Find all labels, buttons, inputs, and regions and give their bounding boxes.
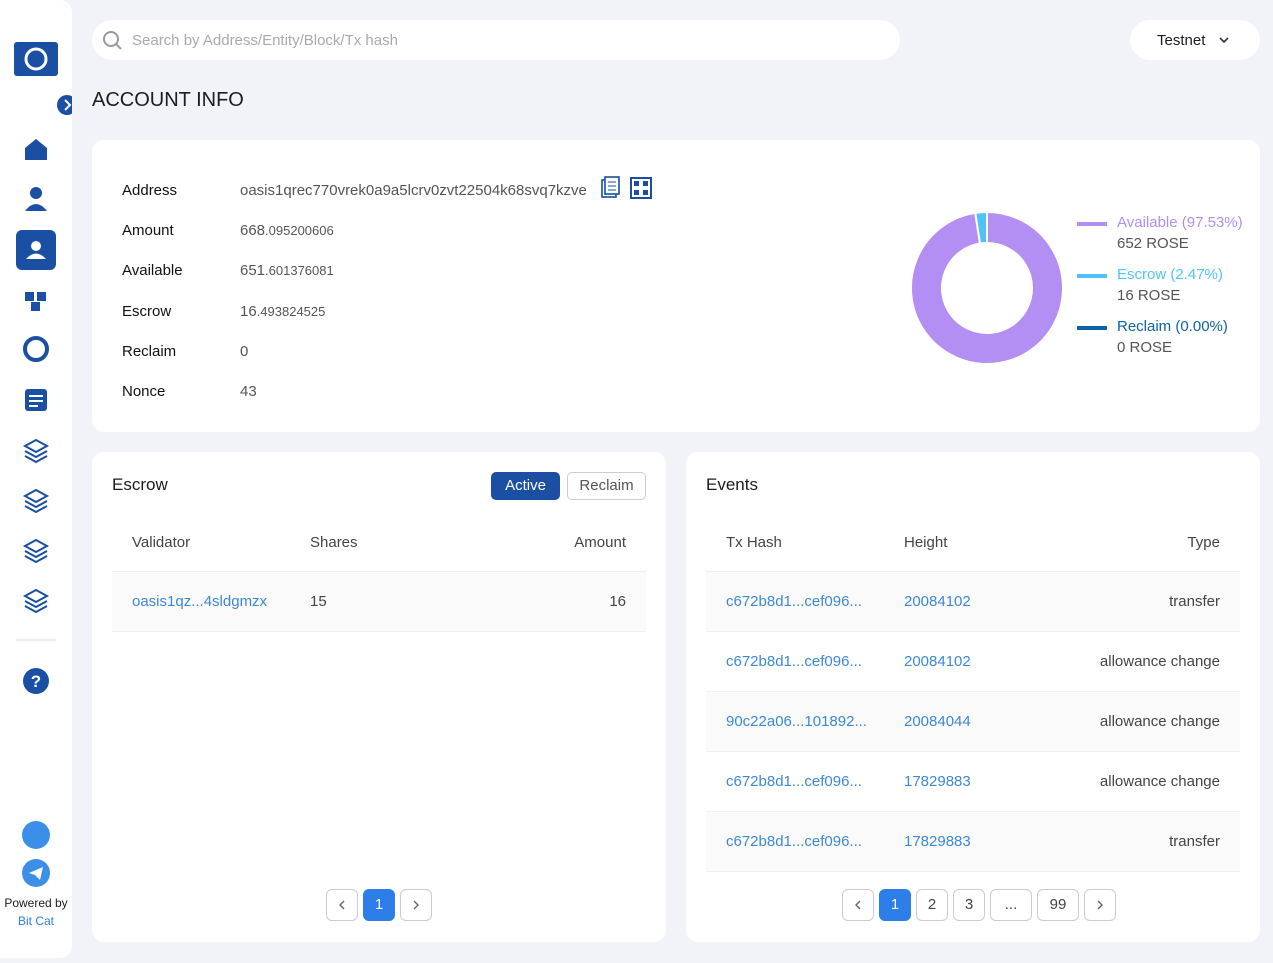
legend-swatch (1077, 222, 1107, 226)
table-cell[interactable]: 17829883 (904, 833, 971, 850)
field-value: 16.493824525 (240, 303, 325, 320)
column-header: Type (1187, 534, 1220, 551)
legend-swatch (1077, 274, 1107, 278)
page-button[interactable]: 99 (1037, 889, 1079, 921)
sidebar: ? Powered by Bit Cat (0, 0, 77, 958)
page-arrow[interactable] (400, 889, 432, 921)
value-dec: .493824525 (256, 304, 326, 319)
network-label: Testnet (1157, 32, 1206, 49)
value-text: oasis1qrec770vrek0a9a5lcrv0zvt22504k68sv… (240, 182, 587, 199)
events-card: Events Tx Hash Height Type c672b8d1...cef09… (686, 452, 1260, 942)
table-row: oasis1qz...4sldgmzx 15 16 (112, 572, 646, 632)
table-cell: 16 (609, 593, 626, 610)
table-cell[interactable]: c672b8d1...cef096... (726, 593, 862, 610)
page-button[interactable]: ... (990, 889, 1032, 921)
table-cell: allowance change (1099, 653, 1220, 670)
sidebar-icons: ? (14, 42, 77, 887)
table-cell: allowance change (1099, 773, 1220, 790)
value-dec: .601376081 (265, 263, 334, 278)
tab-active[interactable]: Active (491, 472, 560, 500)
table-cell[interactable]: 20084102 (904, 593, 971, 610)
donut-chart (910, 210, 1064, 365)
field-label: Reclaim (122, 343, 177, 360)
field-value: 43 (240, 383, 257, 400)
legend-label: Reclaim (0.00%) (1117, 318, 1228, 335)
card-title: Escrow (112, 475, 168, 494)
table-row: 90c22a06...101892... 20084044 allowance ch… (706, 692, 1240, 752)
search-icon (103, 31, 122, 50)
legend-amount: 0 ROSE (1117, 339, 1173, 356)
table-row: c672b8d1...cef096... 17829883 allowance ch… (706, 752, 1240, 812)
field-label: Amount (122, 222, 174, 239)
donut-segment (910, 210, 1064, 365)
brand[interactable]: Bit Cat (17, 914, 54, 928)
header-divider (706, 571, 1240, 572)
column-header: Amount (574, 534, 626, 551)
value-text: 43 (240, 383, 257, 400)
network-select[interactable]: Testnet (1130, 20, 1260, 60)
table-cell: transfer (1169, 593, 1220, 610)
header-divider (112, 571, 646, 572)
table-row: c672b8d1...cef096... 20084102 allowance ch… (706, 632, 1240, 692)
table-cell[interactable]: 20084044 (904, 713, 971, 730)
column-header: Shares (310, 534, 358, 551)
table-cell: allowance change (1099, 713, 1220, 730)
table-cell[interactable]: 90c22a06...101892... (726, 713, 867, 730)
table-cell[interactable]: oasis1qz...4sldgmzx (132, 593, 268, 610)
field-value: oasis1qrec770vrek0a9a5lcrv0zvt22504k68sv… (240, 182, 587, 199)
page-title: ACCOUNT INFO (92, 89, 244, 111)
table-cell: transfer (1169, 833, 1220, 850)
powered-by: Powered by (4, 896, 68, 910)
svg-text:?: ? (31, 672, 41, 691)
table-cell[interactable]: c672b8d1...cef096... (726, 773, 862, 790)
card-title: Events (706, 475, 758, 494)
page-arrow[interactable] (842, 889, 874, 921)
address-actions[interactable] (600, 176, 656, 200)
field-value: 651.601376081 (240, 262, 334, 279)
table-cell[interactable]: 20084102 (904, 653, 971, 670)
page-button[interactable]: 3 (953, 889, 985, 921)
legend-label: Available (97.53%) (1117, 214, 1243, 231)
value-int: 668 (240, 222, 266, 239)
value-text: 0 (240, 343, 249, 360)
column-header: Tx Hash (726, 534, 782, 551)
account-card: Available (97.53%) 652 ROSE Escrow (2.47%)… (92, 140, 1260, 432)
chevron (1219, 37, 1229, 44)
value-int: 651 (240, 262, 266, 279)
column-header: Height (904, 534, 948, 551)
table-row: c672b8d1...cef096... 20084102 transfer (706, 572, 1240, 632)
tab-reclaim[interactable]: Reclaim (567, 472, 646, 500)
table-cell: 15 (310, 593, 327, 610)
value-int: 16 (240, 303, 257, 320)
table-cell[interactable]: c672b8d1...cef096... (726, 653, 862, 670)
legend-amount: 652 ROSE (1117, 235, 1189, 252)
footer: Powered by Bit Cat (0, 894, 72, 930)
page-button[interactable]: 1 (879, 889, 911, 921)
table-cell[interactable]: c672b8d1...cef096... (726, 833, 862, 850)
value-dec: .095200606 (265, 223, 334, 238)
field-value: 0 (240, 343, 248, 360)
escrow-card: Escrow Active Reclaim Validator Shares Amo… (92, 452, 666, 942)
field-label: Available (122, 262, 183, 279)
legend-amount: 16 ROSE (1117, 287, 1181, 304)
field-label: Nonce (122, 383, 166, 400)
legend-swatch (1077, 326, 1107, 330)
search-placeholder: Search by Address/Entity/Block/Tx hash (132, 32, 398, 49)
field-label: Address (122, 182, 178, 199)
search-bar[interactable]: Search by Address/Entity/Block/Tx hash (92, 20, 900, 60)
page-button[interactable]: 2 (916, 889, 948, 921)
page-arrow[interactable] (326, 889, 358, 921)
field-label: Escrow (122, 303, 172, 320)
column-header: Validator (132, 534, 191, 551)
page-arrow[interactable] (1084, 889, 1116, 921)
table-row: c672b8d1...cef096... 17829883 transfer (706, 812, 1240, 872)
page-button[interactable]: 1 (363, 889, 395, 921)
legend-label: Escrow (2.47%) (1117, 266, 1223, 283)
field-value: 668.095200606 (240, 222, 334, 239)
table-cell[interactable]: 17829883 (904, 773, 971, 790)
